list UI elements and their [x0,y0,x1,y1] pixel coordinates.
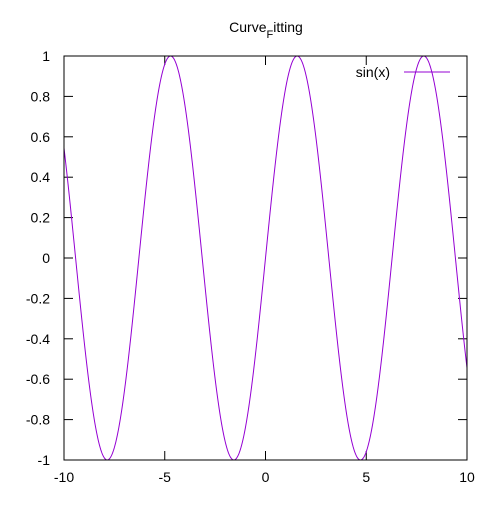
y-tick-label: 1 [42,48,50,64]
y-tick-label: 0.4 [31,169,51,185]
series-layer [63,55,468,461]
x-tick-label: 0 [262,469,270,485]
y-tick-label: 0.8 [31,88,51,104]
chart-title-main: Curve [229,19,267,35]
y-tick-label: -0.6 [26,371,50,387]
x-tick-label: 5 [362,469,370,485]
y-tick-label: -0.8 [26,412,50,428]
y-tick-label: -0.4 [26,331,50,347]
y-tick-label: -1 [38,452,51,468]
y-tick-label: 0.6 [31,129,51,145]
chart-title-subscript: F [267,29,274,41]
legend: sin(x) [356,64,450,80]
x-tick-label: -5 [159,469,172,485]
x-tick-label: 10 [459,469,475,485]
ticks-layer: -10 -5 0 5 10 1 0.8 0.6 0.4 0.2 0 -0.2 -0.4 -0.6 -0.8 -… [26,48,475,485]
y-tick-label: 0.2 [31,210,51,226]
y-tick-label: 0 [42,250,50,266]
chart-title-rest: itting [273,19,303,35]
series-line-0 [63,55,468,461]
chart-title: CurveFitting [229,19,303,41]
plot-frame [63,55,468,461]
x-tick-label: -10 [54,469,74,485]
y-tick-label: -0.2 [26,290,50,306]
legend-label: sin(x) [356,64,390,80]
